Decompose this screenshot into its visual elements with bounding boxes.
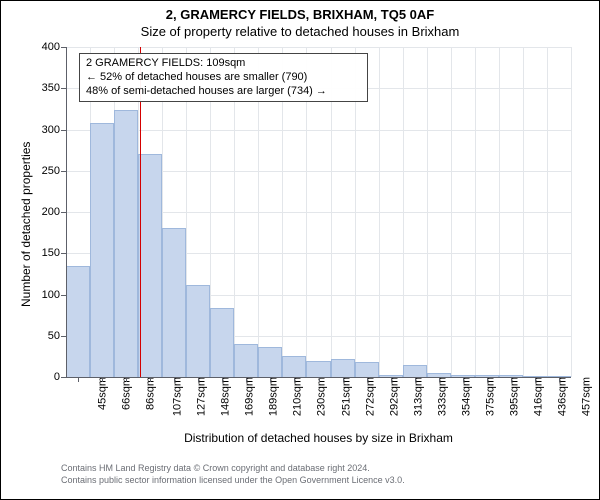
x-tick-label: 107sqm bbox=[170, 377, 184, 416]
page-subtitle: Size of property relative to detached ho… bbox=[1, 22, 599, 39]
x-axis-label: Distribution of detached houses by size … bbox=[66, 431, 571, 445]
histogram-bar bbox=[66, 266, 90, 377]
gridline-h bbox=[66, 130, 571, 131]
x-tick-label: 272sqm bbox=[362, 377, 376, 416]
annotation-line: 2 GRAMERCY FIELDS: 109sqm bbox=[86, 57, 361, 71]
x-tick-label: 127sqm bbox=[194, 377, 208, 416]
annotation-line: ← 52% of detached houses are smaller (79… bbox=[86, 71, 361, 85]
histogram-bar bbox=[90, 123, 114, 377]
x-tick-label: 416sqm bbox=[530, 377, 544, 416]
attribution-line: Contains HM Land Registry data © Crown c… bbox=[61, 463, 370, 473]
gridline-h bbox=[66, 47, 571, 48]
gridline-v bbox=[523, 47, 524, 377]
x-tick-label: 436sqm bbox=[554, 377, 568, 416]
x-tick-label: 210sqm bbox=[290, 377, 304, 416]
x-tick-label: 395sqm bbox=[506, 377, 520, 416]
x-tick-label: 189sqm bbox=[266, 377, 280, 416]
histogram-bar bbox=[282, 356, 306, 377]
histogram-bar bbox=[162, 228, 186, 377]
x-axis bbox=[66, 377, 571, 378]
histogram-bar bbox=[186, 285, 210, 377]
x-tick-label: 292sqm bbox=[386, 377, 400, 416]
x-tick-label: 313sqm bbox=[410, 377, 424, 416]
histogram-bar bbox=[355, 362, 379, 377]
gridline-v bbox=[451, 47, 452, 377]
annotation-line: 48% of semi-detached houses are larger (… bbox=[86, 85, 361, 99]
x-tick-label: 251sqm bbox=[338, 377, 352, 416]
gridline-v bbox=[403, 47, 404, 377]
x-tick-label: 375sqm bbox=[482, 377, 496, 416]
gridline-v bbox=[475, 47, 476, 377]
x-tick-label: 148sqm bbox=[218, 377, 232, 416]
y-axis bbox=[66, 47, 67, 377]
page-title: 2, GRAMERCY FIELDS, BRIXHAM, TQ5 0AF bbox=[1, 1, 599, 22]
y-axis-label: Number of detached properties bbox=[19, 142, 33, 307]
histogram-bar bbox=[234, 344, 258, 377]
histogram-bar bbox=[403, 365, 427, 377]
gridline-v bbox=[571, 47, 572, 377]
annotation-box: 2 GRAMERCY FIELDS: 109sqm ← 52% of detac… bbox=[79, 53, 368, 102]
x-tick-label: 457sqm bbox=[579, 377, 593, 416]
histogram-bar bbox=[306, 361, 330, 378]
x-tick-label: 169sqm bbox=[242, 377, 256, 416]
histogram-bar bbox=[138, 154, 162, 377]
x-tick-label: 333sqm bbox=[434, 377, 448, 416]
histogram-bar bbox=[331, 359, 355, 377]
histogram-bar bbox=[114, 110, 138, 377]
gridline-v bbox=[499, 47, 500, 377]
gridline-v bbox=[427, 47, 428, 377]
gridline-v bbox=[547, 47, 548, 377]
attribution-line: Contains public sector information licen… bbox=[61, 475, 405, 485]
histogram-bar bbox=[258, 347, 282, 377]
x-tick-label: 230sqm bbox=[314, 377, 328, 416]
x-tick-label: 354sqm bbox=[458, 377, 472, 416]
histogram-bar bbox=[210, 308, 234, 377]
gridline-v bbox=[379, 47, 380, 377]
